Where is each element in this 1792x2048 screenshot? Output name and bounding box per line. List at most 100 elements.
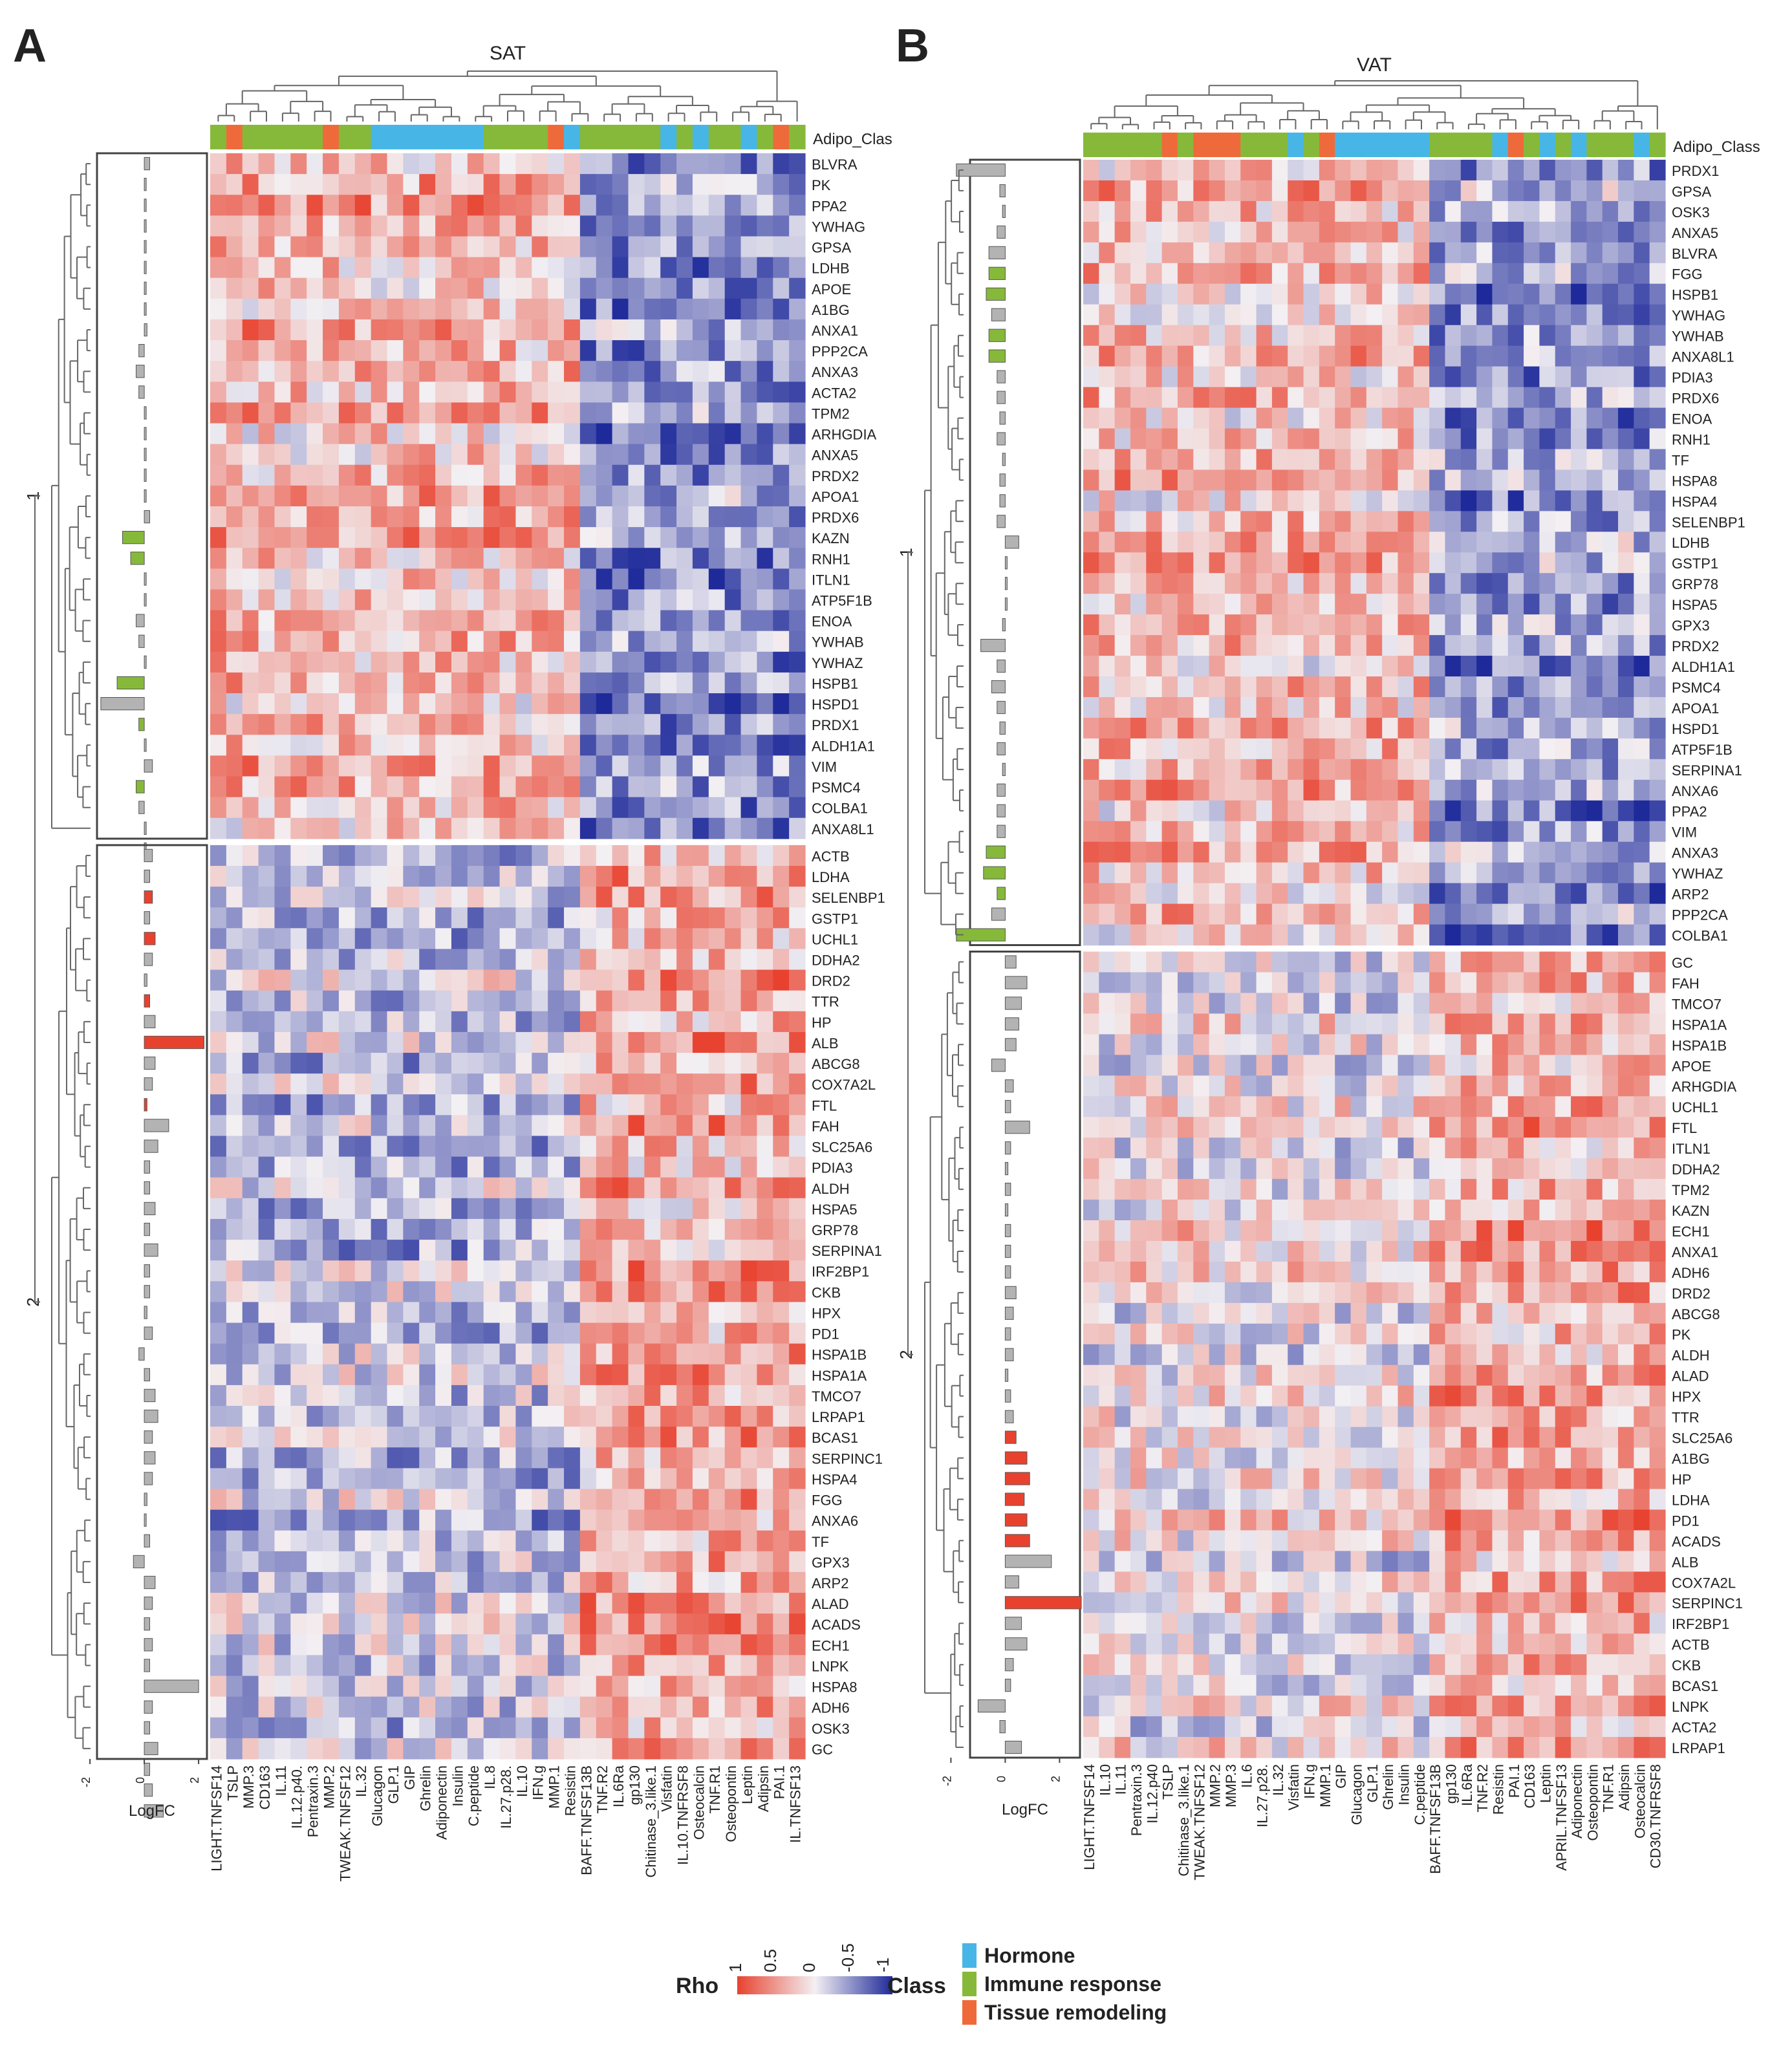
heatmap-cell: [1146, 221, 1163, 243]
heatmap-cell: [483, 907, 501, 929]
heatmap-cell: [226, 1322, 243, 1344]
heatmap-cell: [1429, 821, 1446, 843]
heatmap-cell: [1382, 242, 1399, 264]
heatmap-cell: [1571, 635, 1587, 656]
heatmap-cell: [1413, 972, 1430, 994]
heatmap-cell: [419, 969, 436, 991]
heatmap-cell: [419, 1073, 436, 1095]
heatmap-cell: [1177, 532, 1194, 553]
heatmap-cell: [515, 1364, 532, 1386]
heatmap-cell: [1539, 696, 1556, 718]
logfc-bar: [144, 1160, 151, 1174]
heatmap-cell: [564, 277, 581, 299]
heatmap-cell: [612, 215, 629, 237]
heatmap-cell: [419, 1343, 436, 1365]
heatmap-cell: [708, 1031, 726, 1053]
heatmap-cell: [307, 1053, 323, 1074]
heatmap-cell: [724, 382, 742, 404]
heatmap-cell: [1476, 800, 1493, 822]
heatmap-cell: [1099, 759, 1116, 781]
heatmap-cell: [1555, 469, 1571, 491]
heatmap-cell: [210, 444, 227, 466]
heatmap-cell: [676, 1073, 693, 1095]
heatmap-cell: [1586, 1096, 1603, 1117]
heatmap-cell: [1193, 972, 1210, 994]
heatmap-cell: [1649, 759, 1666, 781]
heatmap-cell: [1524, 1034, 1540, 1055]
heatmap-cell: [387, 423, 404, 445]
heatmap-cell: [1335, 1034, 1352, 1055]
heatmap-cell: [1319, 283, 1335, 305]
heatmap-cell: [1524, 1013, 1540, 1035]
heatmap-cell: [1476, 924, 1493, 946]
heatmap-cell: [483, 1634, 501, 1656]
heatmap-cell: [1586, 972, 1603, 994]
heatmap-cell: [1602, 345, 1619, 367]
heatmap-cell: [612, 1343, 629, 1365]
heatmap-cell: [1524, 635, 1540, 656]
heatmap-cell: [483, 1094, 501, 1116]
heatmap-cell: [1524, 160, 1540, 181]
heatmap-cell: [628, 1073, 645, 1095]
heatmap-cell: [323, 1655, 340, 1677]
heatmap-cell: [596, 865, 613, 887]
heatmap-cell: [354, 444, 372, 466]
heatmap-cell: [371, 402, 388, 424]
heatmap-cell: [1335, 180, 1352, 202]
heatmap-cell: [1224, 779, 1241, 801]
heatmap-cell: [789, 382, 806, 404]
heatmap-cell: [1271, 366, 1288, 388]
heatmap-cell: [564, 776, 581, 798]
heatmap-cell: [1350, 1096, 1367, 1117]
heatmap-cell: [1555, 993, 1571, 1014]
heatmap-cell: [338, 319, 356, 341]
heatmap-cell: [579, 1509, 597, 1531]
heatmap-cell: [660, 969, 677, 991]
heatmap-cell: [1240, 325, 1257, 347]
heatmap-cell: [708, 1613, 726, 1635]
heatmap-cell: [1083, 387, 1099, 409]
heatmap-cell: [1288, 717, 1304, 739]
heatmap-cell: [1429, 263, 1446, 285]
logfc-bar: [144, 1659, 151, 1672]
heatmap-cell: [274, 361, 291, 382]
heatmap-cell: [1382, 1055, 1399, 1076]
heatmap-cell: [499, 1427, 517, 1448]
heatmap-cell: [773, 1738, 790, 1760]
heatmap-cell: [1193, 656, 1210, 677]
heatmap-cell: [628, 215, 645, 237]
heatmap-cell: [660, 1551, 677, 1573]
logfc-bar: [999, 721, 1006, 735]
heatmap-cell: [1634, 469, 1650, 491]
heatmap-cell: [1319, 387, 1335, 409]
heatmap-cell: [1507, 779, 1524, 801]
heatmap-cell: [676, 817, 693, 839]
heatmap-cell: [483, 928, 501, 950]
heatmap-cell: [612, 1011, 629, 1033]
heatmap-cell: [628, 298, 645, 320]
heatmap-cell: [644, 423, 661, 445]
heatmap-cell: [1193, 1137, 1210, 1159]
heatmap-cell: [1177, 903, 1194, 925]
heatmap-cell: [274, 1571, 291, 1593]
logfc-bar: [144, 1098, 147, 1112]
heatmap-cell: [612, 651, 629, 673]
heatmap-cell: [612, 1738, 629, 1760]
heatmap-cell: [1350, 407, 1367, 429]
heatmap-cell: [483, 1717, 501, 1739]
heatmap-cell: [644, 340, 661, 361]
heatmap-cell: [1161, 283, 1178, 305]
heatmap-cell: [1193, 221, 1210, 243]
heatmap-cell: [660, 631, 677, 652]
heatmap-cell: [1193, 883, 1210, 905]
heatmap-cell: [274, 568, 291, 590]
heatmap-cell: [274, 1406, 291, 1427]
logfc-bar: [144, 219, 147, 233]
heatmap-cell: [773, 340, 790, 361]
heatmap-cell: [1586, 1055, 1603, 1076]
heatmap-cell: [210, 1530, 227, 1552]
logfc-bar: [144, 1139, 158, 1153]
heatmap-cell: [307, 277, 323, 299]
heatmap-cell: [242, 1489, 259, 1511]
heatmap-cell: [1429, 738, 1446, 760]
